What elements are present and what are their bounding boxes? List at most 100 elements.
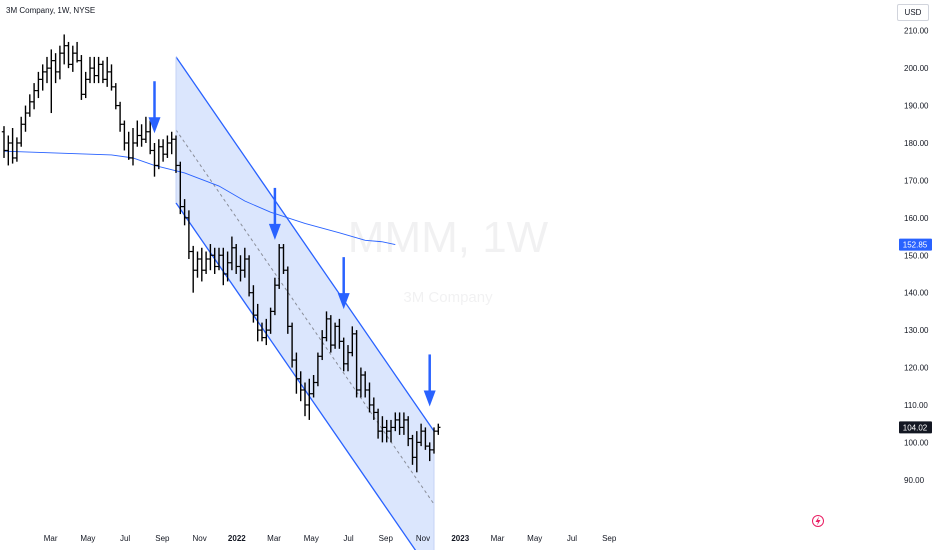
currency-button[interactable]: USD [897, 4, 929, 21]
ohlc-bar [191, 245, 196, 293]
y-tick-label: 140.00 [904, 289, 929, 298]
arrow-down-icon[interactable] [148, 81, 161, 134]
ohlc-bar [285, 266, 290, 334]
x-tick-label: Nov [416, 534, 430, 543]
x-tick-label: Nov [192, 534, 206, 543]
ohlc-bar [195, 251, 200, 278]
ohlc-bar [10, 128, 15, 164]
ohlc-bar [251, 285, 256, 323]
ohlc-bar [367, 382, 372, 413]
ohlc-bar [135, 120, 140, 147]
ohlc-bar [414, 431, 419, 473]
ohlc-bar [397, 412, 402, 435]
y-tick-label: 170.00 [904, 176, 929, 185]
ohlc-bar [36, 71, 41, 99]
ohlc-bar [358, 367, 364, 398]
ohlc-bar [384, 419, 389, 443]
ohlc-bar [143, 116, 149, 143]
ohlc-bar [199, 247, 204, 282]
x-tick-label: Mar [44, 534, 58, 543]
ohlc-bar [302, 382, 308, 417]
x-tick-label: Jul [343, 534, 353, 543]
ohlc-bar [152, 142, 157, 177]
x-tick-label: May [80, 534, 95, 543]
ohlc-bar [259, 322, 265, 342]
ohlc-bar [148, 120, 153, 155]
ohlc-bar [332, 322, 338, 349]
ohlc-bar [83, 71, 88, 99]
channel-layer [175, 56, 435, 550]
ohlc-bar [281, 244, 286, 274]
svg-text:104.02: 104.02 [903, 423, 928, 432]
x-tick-label: May [304, 534, 319, 543]
ohlc-bar [113, 83, 118, 110]
ohlc-bar [208, 244, 213, 271]
ohlc-bar [431, 427, 437, 454]
svg-text:152.85: 152.85 [903, 241, 928, 250]
x-tick-label: Jul [120, 534, 130, 543]
ohlc-bar [203, 251, 209, 274]
ohlc-bar [19, 116, 24, 147]
x-tick-label: Sep [602, 534, 617, 543]
ohlc-bar [66, 41, 71, 69]
misc-layer [812, 515, 824, 527]
ohlc-bar [182, 199, 187, 226]
ohlc-bar [70, 45, 75, 72]
chart-title: 3M Company, 1W, NYSE [6, 6, 96, 15]
ohlc-bar [238, 255, 243, 282]
ohlc-bar [337, 318, 342, 349]
ohlc-bar [105, 56, 110, 87]
ohlc-bar [350, 326, 355, 357]
watermark-symbol: MMM, 1W [348, 213, 549, 262]
ohlc-bar [324, 311, 329, 342]
y-tick-label: 180.00 [904, 139, 929, 148]
channel-upper-line[interactable] [175, 56, 435, 432]
arrow-down-icon[interactable] [423, 354, 436, 407]
ohlc-bar [427, 442, 432, 462]
ohlc-bar [246, 255, 252, 297]
ohlc-bar [345, 345, 351, 372]
ohlc-bar [139, 124, 144, 147]
y-tick-label: 150.00 [904, 251, 929, 260]
x-tick-label: Mar [267, 534, 281, 543]
ohlc-bar [315, 352, 321, 387]
moving-average-layer [3, 150, 396, 246]
y-tick-label: 110.00 [904, 401, 928, 410]
ohlc-bar [6, 135, 11, 166]
ohlc-bar [117, 101, 123, 132]
ohlc-bar [294, 352, 299, 394]
y-tick-label: 190.00 [904, 102, 929, 111]
time-axis[interactable]: Mar May Jul Sep Nov 2022 Mar May Jul Sep Nov 2023 Ma… [44, 534, 617, 543]
x-tick-label: Jul [567, 534, 577, 543]
ohlc-bar [74, 41, 80, 63]
arrow-down-icon[interactable] [337, 257, 350, 310]
ohlc-bar [401, 412, 407, 435]
x-tick-label: 2022 [228, 534, 246, 543]
ohlc-bar [268, 307, 273, 334]
ohlc-bar [186, 210, 192, 259]
ohlc-bar [375, 408, 381, 439]
ohlc-bar [216, 247, 222, 271]
watermark-name: 3M Company [403, 289, 493, 306]
ohlc-bar [92, 56, 97, 84]
ohlc-bar [130, 128, 136, 166]
ohlc-bar [264, 318, 269, 346]
ohlc-bar [1, 126, 7, 158]
ohlc-bar [87, 56, 93, 84]
price-axis[interactable]: 210.00 200.00 190.00 180.00 170.00 160.00 150.… [904, 27, 929, 485]
ohlc-bar [225, 251, 230, 282]
ohlc-bar [354, 330, 359, 398]
y-tick-label: 100.00 [904, 438, 929, 447]
ohlc-bar [388, 419, 394, 443]
y-tick-label: 160.00 [904, 214, 929, 223]
ohlc-bar [311, 375, 316, 398]
ohlc-bar [62, 34, 67, 65]
ohlc-bar [49, 49, 54, 114]
y-tick-label: 200.00 [904, 64, 929, 73]
ohlc-bar [242, 247, 247, 278]
lightning-icon[interactable] [812, 515, 824, 527]
ohlc-bar [122, 120, 127, 151]
ohlc-bar [27, 94, 32, 117]
arrow-down-icon[interactable] [268, 187, 281, 240]
